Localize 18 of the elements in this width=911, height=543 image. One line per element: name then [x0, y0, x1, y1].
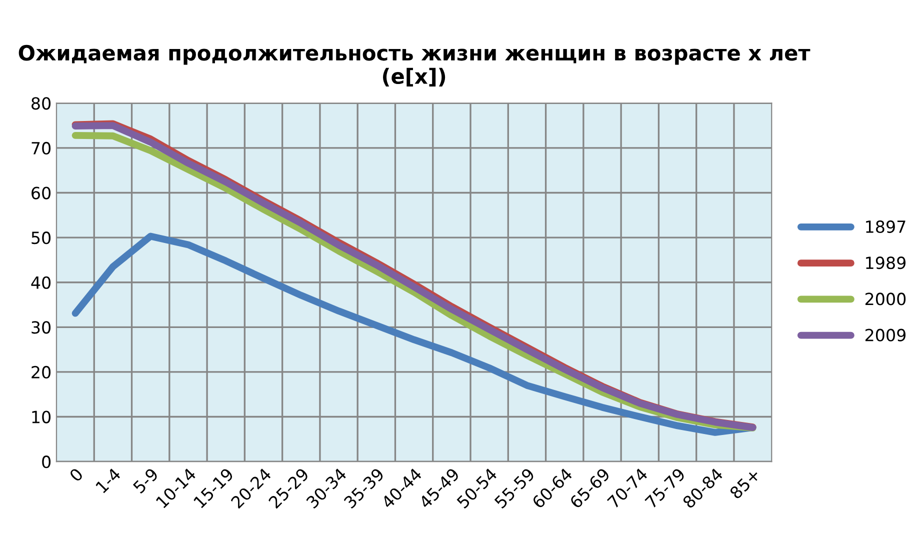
legend-label: 1897	[866, 220, 906, 233]
y-tick-label: 30	[32, 321, 51, 334]
y-tick-label: 50	[32, 232, 51, 244]
legend-label: 2000	[865, 292, 906, 306]
x-tick-label: 0	[68, 467, 84, 482]
y-tick-label: 40	[31, 276, 51, 289]
y-tick-label: 60	[32, 186, 51, 200]
x-tick-label: 5-9	[132, 467, 159, 494]
y-tick-label: 80	[32, 97, 51, 110]
y-tick-label: 70	[32, 142, 51, 155]
legend-label: 2009	[865, 328, 906, 342]
y-tick-label: 10	[32, 410, 51, 424]
y-tick-label: 20	[32, 366, 51, 379]
legend-label: 1989	[866, 256, 906, 270]
chart-title: Ожидаемая продолжительность жизни женщин в возрасте x лет (e[x])	[18, 44, 810, 86]
y-tick-label: 0	[42, 456, 51, 468]
x-tick-label: 1-4	[95, 467, 122, 494]
x-tick-label: 85+	[728, 468, 761, 500]
